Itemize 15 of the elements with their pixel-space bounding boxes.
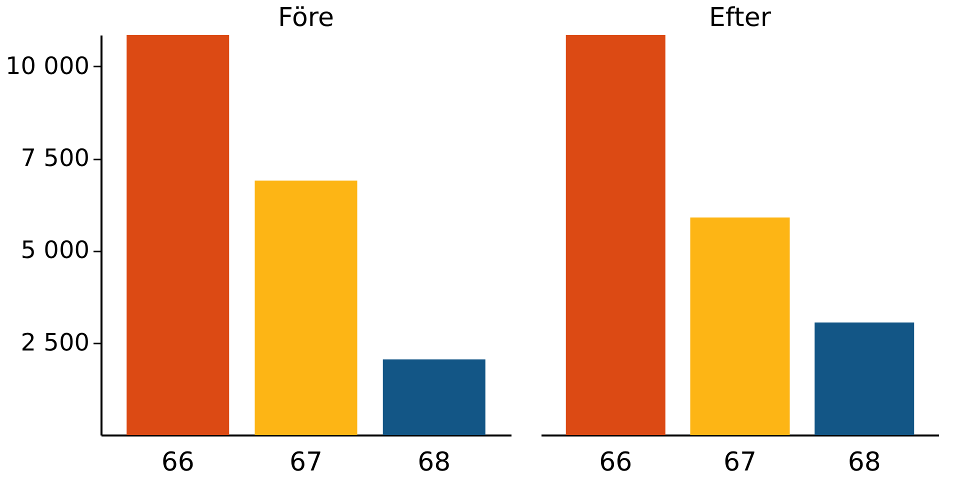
y-tick-label: 10 000 <box>6 52 90 80</box>
x-tick-label: 66 <box>161 448 194 478</box>
bar <box>254 180 358 435</box>
x-tick-label: 67 <box>289 448 323 478</box>
chart-title: Före <box>278 3 334 33</box>
x-tick-label: 67 <box>723 448 757 478</box>
bar <box>126 35 230 435</box>
y-tick-label: 7 500 <box>20 144 90 172</box>
x-tick-label: 68 <box>418 448 451 478</box>
x-tick-label: 68 <box>848 448 881 478</box>
x-tick-label: 66 <box>599 448 632 478</box>
y-tick-label: 5 000 <box>20 236 90 264</box>
y-tick-label: 2 500 <box>20 328 90 356</box>
bar <box>382 359 486 435</box>
chart-title: Efter <box>708 3 772 33</box>
